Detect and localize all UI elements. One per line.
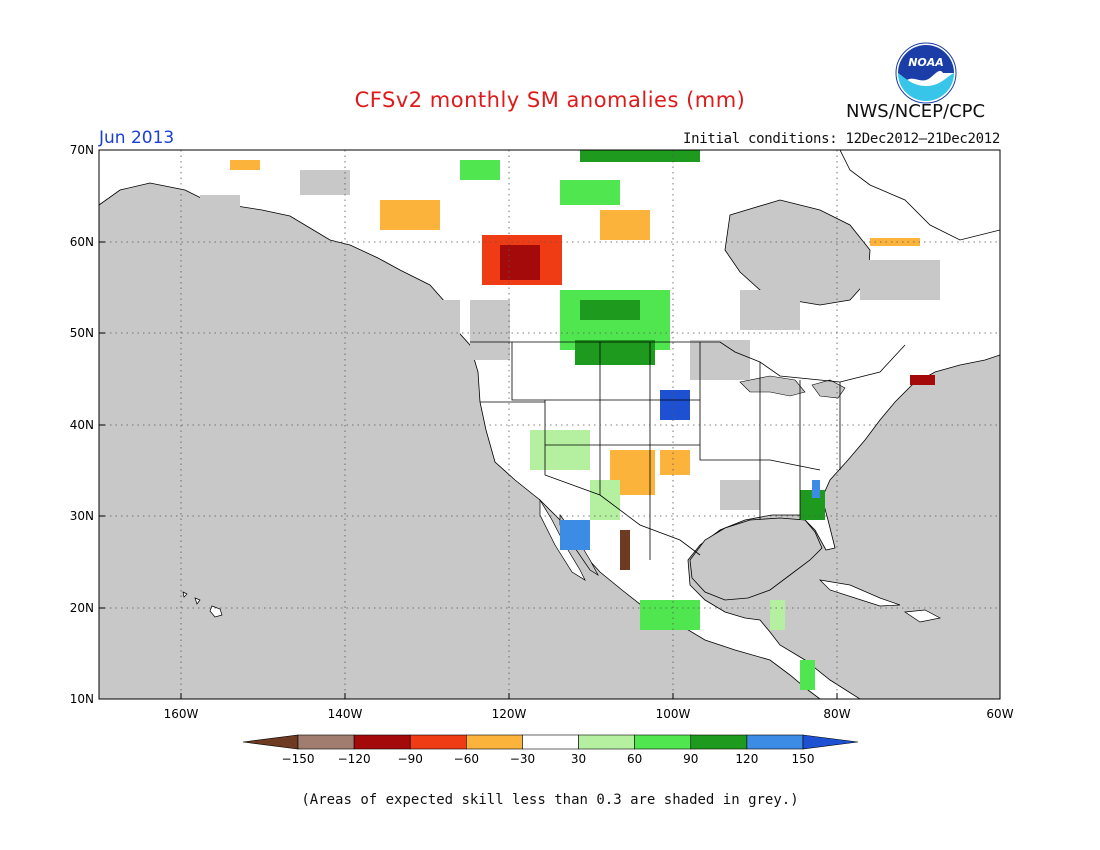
logo-text: NOAA: [908, 56, 944, 69]
lon-label: 140W: [328, 707, 363, 721]
legend-swatch: [690, 734, 748, 750]
legend-tick-label: 90: [683, 752, 698, 766]
legend-tick-label: −120: [338, 752, 371, 766]
legend-swatch: [353, 734, 411, 750]
legend-swatch: [578, 734, 635, 750]
skill-footnote: (Areas of expected skill less than 0.3 a…: [301, 792, 799, 808]
map-frame: [98, 149, 1001, 700]
forecast-month: Jun 2013: [99, 128, 175, 148]
greenland: [839, 150, 1000, 241]
gulf-of-mexico: [689, 517, 823, 601]
north-america-land: [99, 150, 1000, 699]
legend-tick-label: 30: [571, 752, 586, 766]
hudson-bay: [724, 199, 871, 306]
legend-tick-label: −30: [510, 752, 535, 766]
lat-label: 70N: [70, 143, 94, 157]
gulf-of-california: [559, 513, 599, 576]
cuba: [818, 579, 901, 607]
legend-swatch: [409, 734, 467, 750]
legend-swatch: [466, 734, 523, 750]
ocean-background: [99, 150, 1000, 699]
lon-label: 100W: [656, 707, 691, 721]
legend-tick-label: −90: [398, 752, 423, 766]
political-borders: [470, 341, 906, 560]
initial-conditions-label: Initial conditions: 12Dec2012–21Dec2012: [682, 131, 1000, 147]
lat-label: 10N: [70, 692, 94, 706]
legend-tick-label: −60: [454, 752, 479, 766]
hispaniola: [903, 609, 942, 623]
legend-tick-label: 150: [792, 752, 815, 766]
baja-peninsula: [539, 498, 586, 581]
map-title: CFSv2 monthly SM anomalies (mm): [354, 88, 746, 112]
lat-label: 60N: [70, 235, 94, 249]
low-skill-shading: [120, 170, 940, 699]
legend-swatch: [802, 734, 859, 750]
legend-swatch: [242, 734, 299, 750]
organization-label: NWS/NCEP/CPC: [846, 101, 986, 122]
noaa-logo-icon: NOAA: [895, 42, 957, 104]
legend-tick-label: 60: [627, 752, 642, 766]
legend-swatch: [746, 734, 804, 750]
legend-swatch: [634, 734, 692, 750]
legend-swatch: [522, 734, 579, 750]
lon-label: 120W: [492, 707, 527, 721]
legend-tick-label: −150: [282, 752, 315, 766]
lat-label: 40N: [70, 418, 94, 432]
color-legend: [242, 734, 859, 750]
anomaly-cells: [230, 150, 935, 690]
lat-label: 20N: [70, 601, 94, 615]
lon-label: 80W: [823, 707, 850, 721]
lat-label: 30N: [70, 509, 94, 523]
lon-label: 60W: [986, 707, 1013, 721]
great-lakes: [739, 375, 846, 399]
legend-swatch: [297, 734, 355, 750]
lat-label: 50N: [70, 326, 94, 340]
lon-label: 160W: [164, 707, 199, 721]
legend-tick-label: 120: [735, 752, 758, 766]
graticule: [99, 150, 1000, 699]
hawaii-islands: [182, 591, 223, 618]
